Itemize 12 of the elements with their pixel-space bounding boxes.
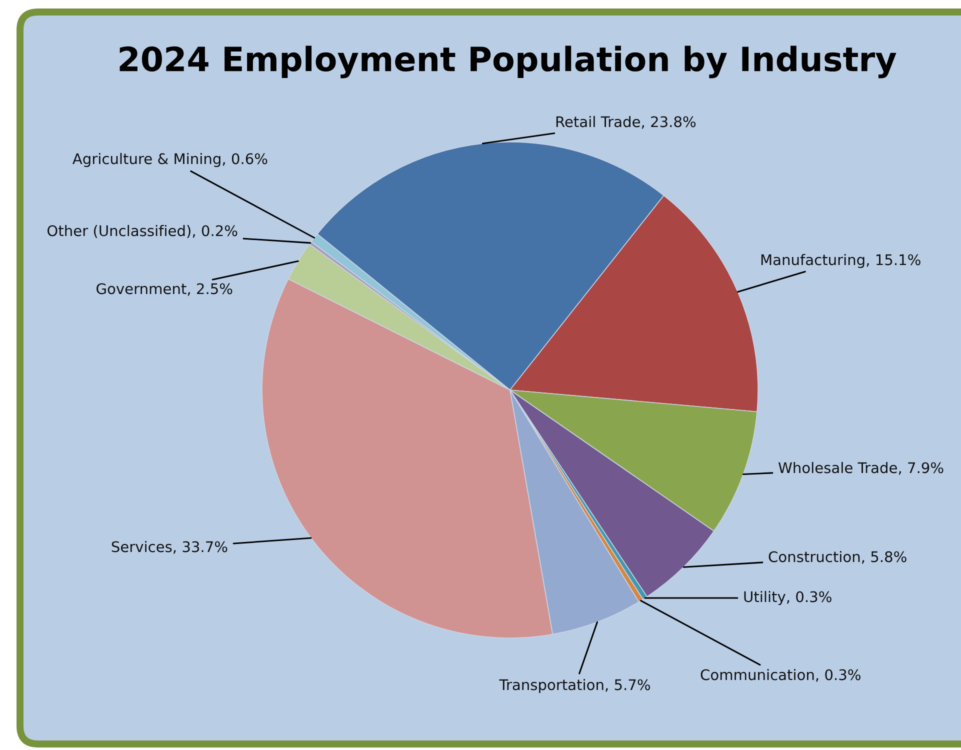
- slice-label: Communication, 0.3%: [700, 668, 860, 682]
- slice-label: Utility, 0.3%: [744, 590, 832, 606]
- slice-label: Agriculture & Mining, 0.6%: [72, 152, 268, 168]
- slice-label: Manufacturing, 15.1%: [761, 254, 920, 268]
- slice-label: Retail Trade, 23.8%: [556, 116, 696, 129]
- slice-label: Wholesale Trade, 7.9%: [778, 462, 944, 475]
- slice-label: Construction, 5.8%: [768, 550, 906, 564]
- slice-label: Government, 2.5%: [96, 283, 232, 296]
- slice-label: Transportation, 5.7%: [499, 678, 650, 694]
- slice-label: Services, 33.7%: [112, 540, 228, 554]
- chart-title: 2024 Employment Population by Industry: [120, 46, 896, 78]
- slice-label: Other (Unclassified), 0.2%: [47, 224, 238, 238]
